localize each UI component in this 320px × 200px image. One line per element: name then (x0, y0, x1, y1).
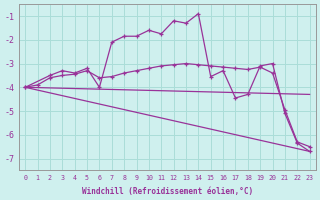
X-axis label: Windchill (Refroidissement éolien,°C): Windchill (Refroidissement éolien,°C) (82, 187, 253, 196)
